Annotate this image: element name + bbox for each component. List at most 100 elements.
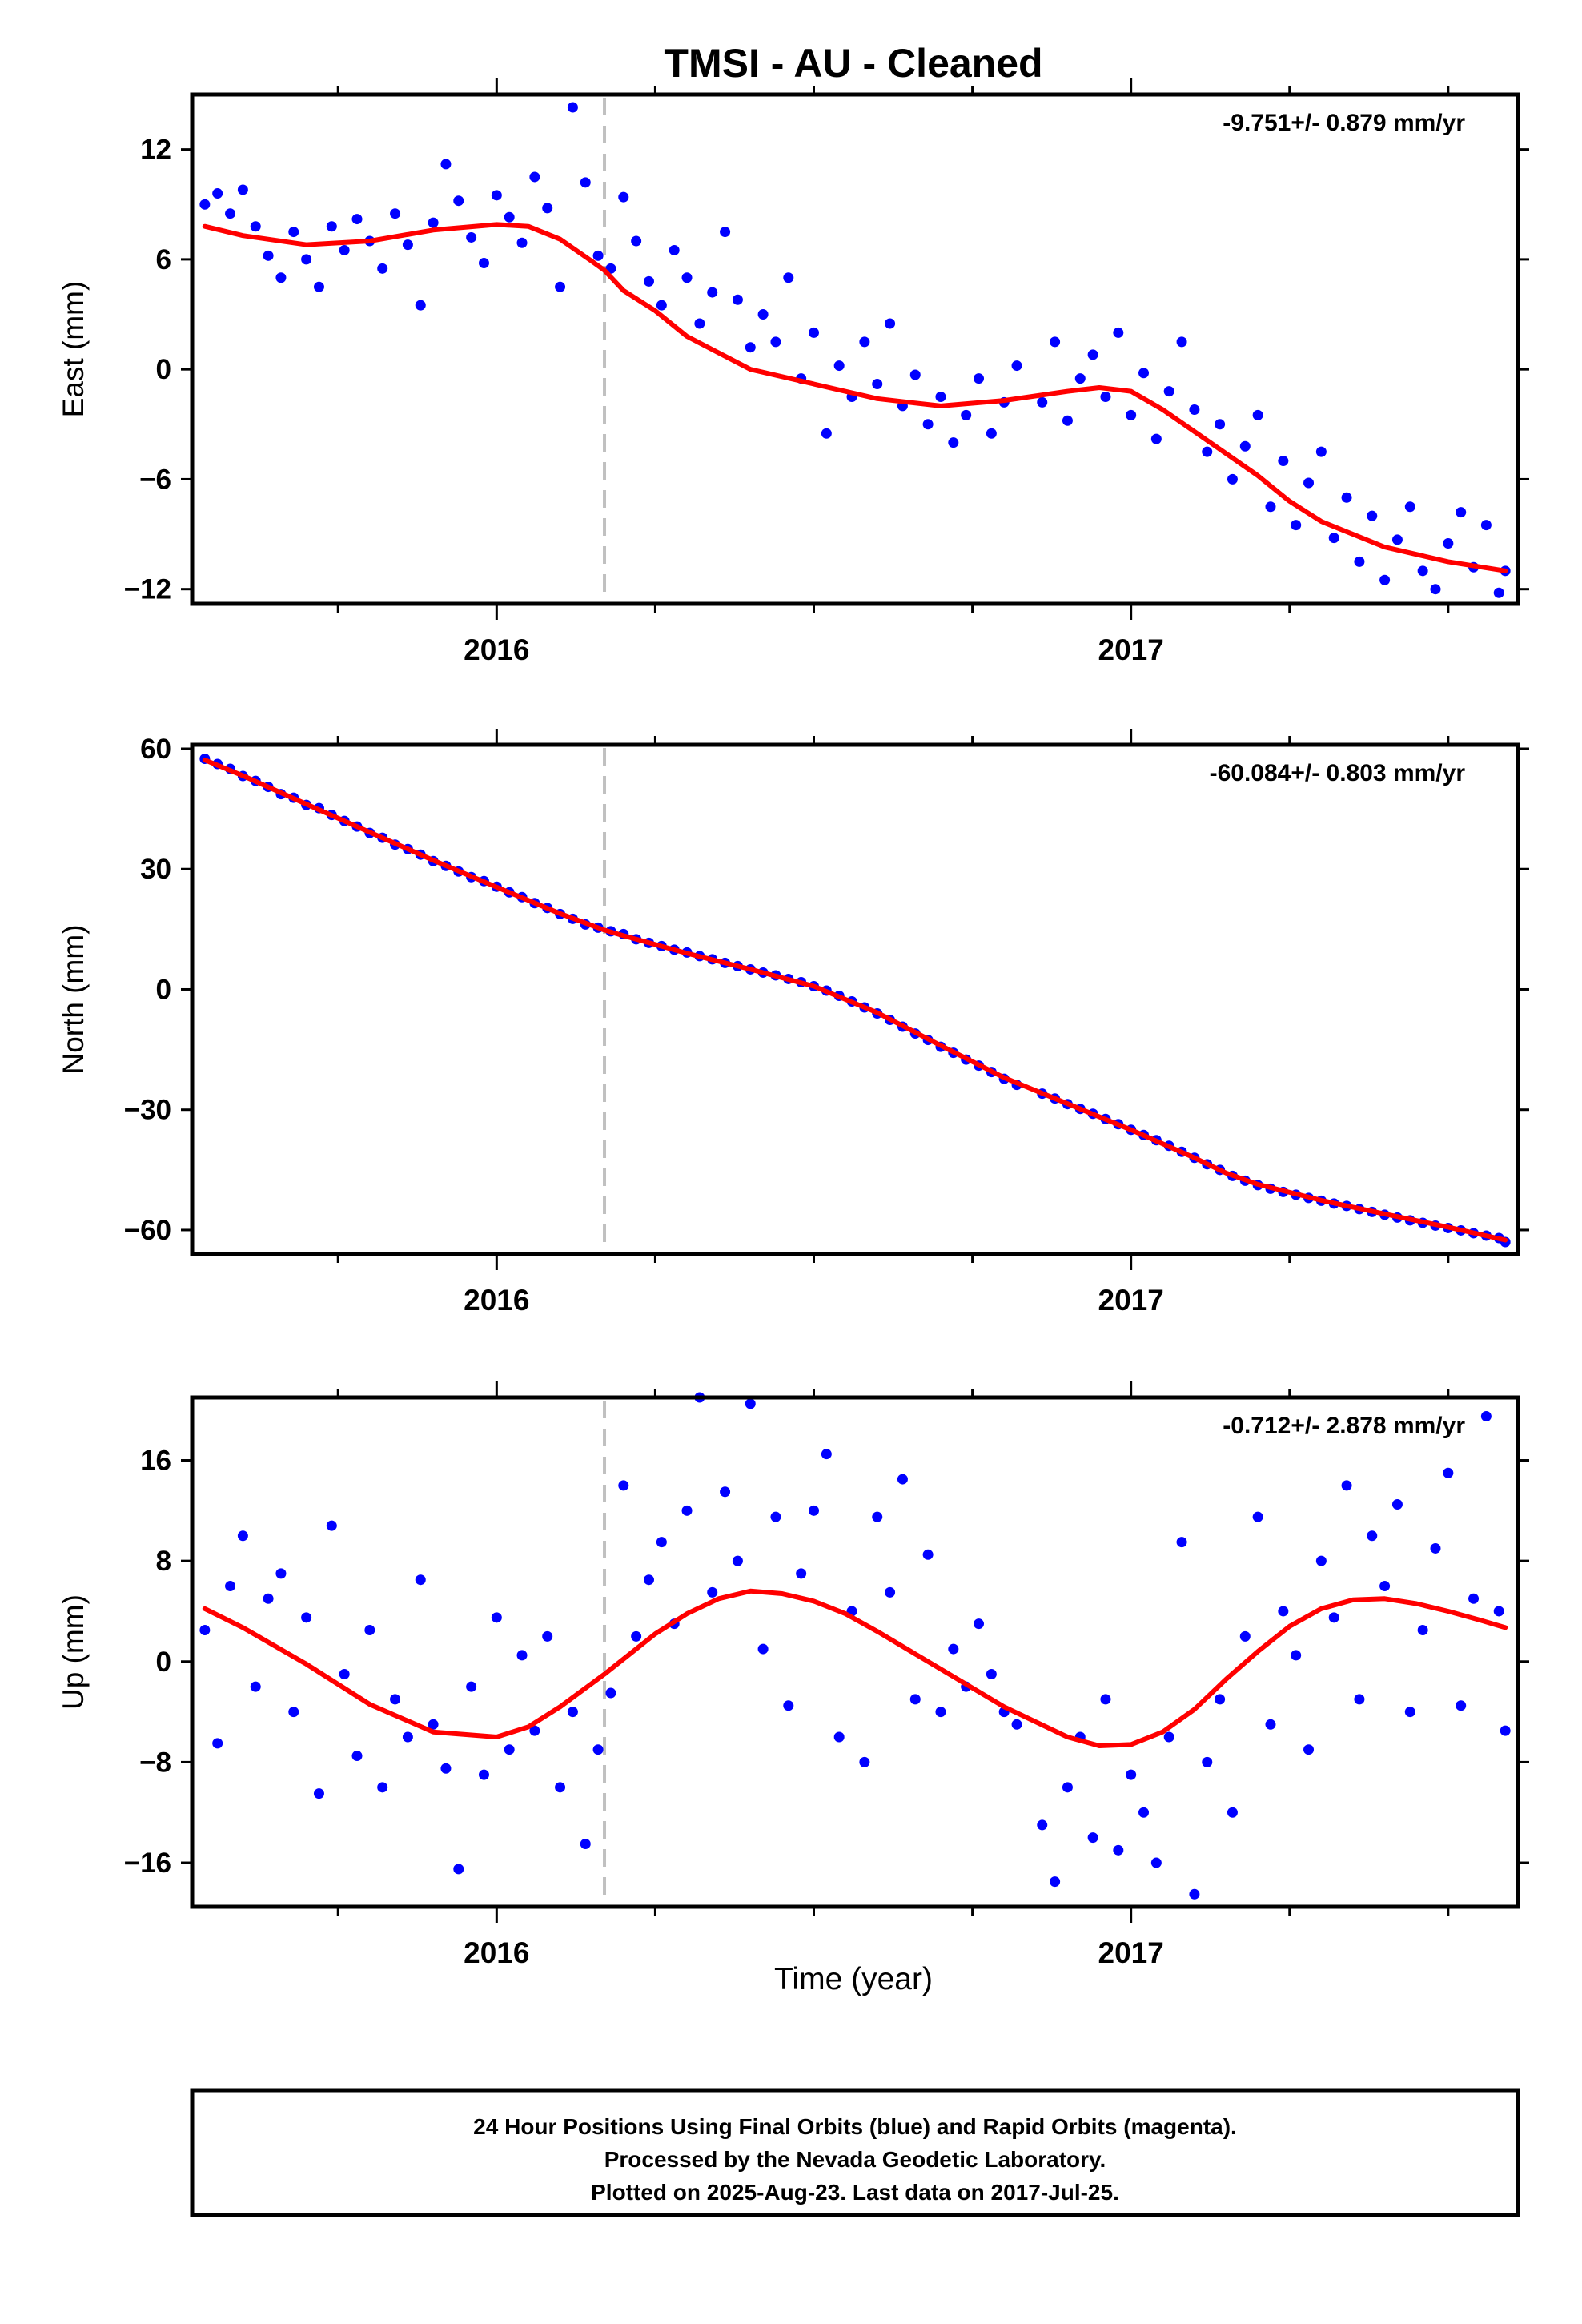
data-point: [199, 199, 211, 210]
data-point: [1500, 1725, 1511, 1736]
data-point: [720, 227, 731, 238]
x-tick-label: 2016: [464, 1936, 529, 1969]
figure-title: TMSI - AU - Cleaned: [664, 41, 1042, 86]
x-tick-label: 2017: [1098, 633, 1164, 666]
data-point: [1417, 565, 1428, 577]
data-point: [1303, 1744, 1315, 1755]
data-point: [453, 1864, 464, 1875]
data-point: [491, 190, 502, 201]
data-point: [478, 1769, 489, 1780]
data-point: [580, 177, 591, 188]
data-point: [478, 257, 489, 268]
data-point: [986, 1668, 997, 1679]
data-point: [770, 1511, 781, 1522]
data-point: [1480, 1411, 1492, 1422]
y-tick-label: 0: [156, 354, 171, 385]
data-point: [390, 208, 401, 219]
data-point: [821, 428, 832, 439]
data-point: [1367, 1530, 1378, 1542]
data-point: [1150, 433, 1162, 444]
data-point: [643, 275, 654, 287]
data-point: [313, 1788, 324, 1799]
data-point: [1430, 584, 1441, 595]
data-point: [694, 318, 705, 329]
data-point: [580, 1838, 591, 1849]
data-point: [1050, 1876, 1061, 1888]
footer-line-1: 24 Hour Positions Using Final Orbits (bl…: [473, 2114, 1237, 2139]
y-tick-label: 16: [140, 1445, 171, 1477]
data-point: [605, 1687, 616, 1699]
data-point: [1315, 446, 1327, 457]
data-point: [1468, 1593, 1480, 1604]
data-point: [504, 211, 515, 223]
y-tick-label: 6: [156, 244, 171, 275]
y-tick-label: 30: [140, 854, 171, 885]
x-axis-label: Time (year): [774, 1962, 933, 1996]
data-point: [529, 1725, 540, 1736]
velocity-label: -9.751+/- 0.879 mm/yr: [1223, 110, 1465, 136]
data-point: [618, 191, 629, 203]
data-point: [1341, 492, 1352, 503]
data-point: [1404, 1707, 1415, 1718]
data-point: [770, 336, 781, 348]
footer-line-2: Processed by the Nevada Geodetic Laborat…: [604, 2147, 1106, 2172]
data-point: [1227, 1807, 1238, 1818]
y-tick-label: −12: [124, 574, 171, 605]
data-point: [504, 1744, 515, 1755]
data-point: [516, 1650, 528, 1661]
data-point: [326, 1520, 337, 1531]
data-point: [757, 309, 769, 320]
data-point: [516, 237, 528, 248]
y-axis-label: Up (mm): [57, 1594, 90, 1710]
data-point: [1150, 1857, 1162, 1868]
data-point: [1391, 534, 1403, 545]
data-point: [592, 1744, 604, 1755]
y-tick-label: 60: [140, 734, 171, 765]
data-point: [225, 208, 236, 219]
data-point: [948, 437, 959, 448]
data-point: [1456, 507, 1467, 518]
data-point: [288, 1707, 299, 1718]
data-point: [1265, 1719, 1276, 1730]
data-point: [707, 1586, 718, 1598]
data-point: [1278, 456, 1289, 467]
data-point: [1050, 336, 1061, 348]
data-point: [783, 272, 794, 283]
data-point: [275, 1568, 287, 1579]
data-point: [909, 369, 921, 380]
data-point: [1062, 415, 1073, 426]
data-point: [1239, 440, 1251, 452]
data-point: [669, 244, 680, 255]
data-point: [1328, 533, 1339, 544]
data-point: [643, 1574, 654, 1586]
data-point: [783, 1700, 794, 1711]
data-point: [1202, 1756, 1213, 1767]
y-tick-label: 0: [156, 1647, 171, 1678]
data-point: [631, 235, 642, 247]
data-point: [1291, 1650, 1302, 1661]
data-point: [402, 1731, 413, 1743]
y-tick-label: 8: [156, 1546, 171, 1577]
data-point: [567, 102, 578, 113]
data-point: [1074, 373, 1086, 384]
y-tick-label: −16: [124, 1848, 171, 1879]
data-point: [1138, 1807, 1150, 1818]
data-point: [225, 1581, 236, 1592]
data-point: [1239, 1630, 1251, 1642]
data-point: [897, 1474, 908, 1485]
data-point: [618, 1480, 629, 1491]
data-point: [555, 1782, 566, 1793]
data-point: [1480, 520, 1492, 531]
data-point: [1493, 1606, 1504, 1617]
data-point: [1278, 1606, 1289, 1617]
data-point: [1391, 1498, 1403, 1510]
plot-frame: [190, 1395, 1520, 1909]
data-point: [656, 300, 667, 311]
data-point: [872, 1511, 883, 1522]
north-panel: 60 30 0 −30 −60 2016 2017 -60.084+/- 0.803 mm/y…: [57, 729, 1529, 1317]
data-point: [1252, 1511, 1263, 1522]
data-point: [1303, 477, 1315, 489]
data-point: [720, 1486, 731, 1498]
data-point: [681, 1505, 693, 1516]
data-point: [326, 221, 337, 232]
